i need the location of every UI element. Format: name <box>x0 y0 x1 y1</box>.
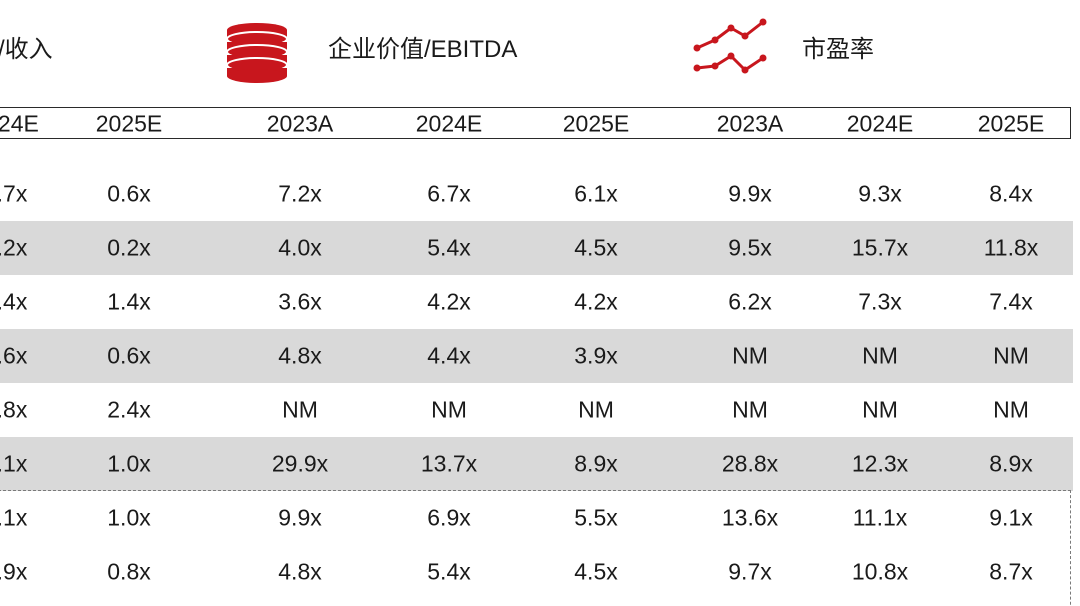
table-cell: 7.2x <box>278 180 322 207</box>
table-cell: NM <box>862 396 898 423</box>
year-label: 2023A <box>266 110 334 137</box>
table-cell: 5.4x <box>427 234 471 261</box>
table-cell: 4.2x <box>574 288 618 315</box>
table-cell: NM <box>993 342 1029 369</box>
table-cell: 11.8x <box>983 234 1039 261</box>
table-cell: 6.2x <box>728 288 772 315</box>
table-cell: 2.4x <box>107 396 151 423</box>
table-cell: .1x <box>0 504 28 531</box>
year-label: 024E <box>0 110 39 137</box>
table-cell: 8.7x <box>989 558 1033 585</box>
table-cell: 0.8x <box>107 558 151 585</box>
table-cell: 11.1x <box>852 504 908 531</box>
metric-title-revenue: /收入 <box>0 36 53 63</box>
table-cell: NM <box>993 396 1029 423</box>
table-cell: 9.1x <box>989 504 1033 531</box>
table-cell: 8.9x <box>989 450 1033 477</box>
table-cell: 15.7x <box>851 234 909 261</box>
table-cell: 4.5x <box>574 234 618 261</box>
table-cell: 3.6x <box>278 288 322 315</box>
table-cell: 0.6x <box>107 342 151 369</box>
table-cell: 4.8x <box>278 342 322 369</box>
table-cell: 10.8x <box>851 558 909 585</box>
year-label: 2024E <box>415 110 483 137</box>
table-cell: .2x <box>0 234 28 261</box>
table-cell: NM <box>732 396 768 423</box>
table-cell: 9.9x <box>728 180 772 207</box>
table-cell: 9.3x <box>858 180 902 207</box>
table-cell: 7.3x <box>858 288 902 315</box>
table-cell: 8.4x <box>989 180 1033 207</box>
table-cell: NM <box>732 342 768 369</box>
table-row <box>0 167 1073 221</box>
table-row <box>0 383 1073 437</box>
year-label: 2025E <box>95 110 163 137</box>
table-row <box>0 221 1073 275</box>
table-cell: 5.5x <box>574 504 618 531</box>
table-cell: .8x <box>0 396 28 423</box>
table-cell: NM <box>282 396 318 423</box>
table-cell: 13.7x <box>420 450 478 477</box>
table-cell: 1.0x <box>107 504 151 531</box>
year-label: 2024E <box>846 110 914 137</box>
table-row <box>0 437 1073 491</box>
year-label: 2025E <box>562 110 630 137</box>
table-cell: 6.7x <box>427 180 471 207</box>
table-cell: 13.6x <box>721 504 779 531</box>
table-cell: 0.6x <box>107 180 151 207</box>
table-cell: 29.9x <box>271 450 329 477</box>
table-cell: 9.5x <box>728 234 772 261</box>
table-cell: .7x <box>0 180 28 207</box>
table-cell: 6.1x <box>574 180 618 207</box>
table-cell: NM <box>431 396 467 423</box>
table-cell: 28.8x <box>721 450 779 477</box>
year-label: 2025E <box>977 110 1045 137</box>
table-cell: NM <box>862 342 898 369</box>
table-cell: .6x <box>0 342 28 369</box>
table-cell: 1.4x <box>107 288 151 315</box>
table-cell: 6.9x <box>427 504 471 531</box>
table-row <box>0 329 1073 383</box>
coin-stack-icon <box>226 23 288 83</box>
summary-dashed-box <box>0 490 1071 606</box>
table-cell: NM <box>578 396 614 423</box>
table-cell: 4.0x <box>278 234 322 261</box>
table-cell: 12.3x <box>851 450 909 477</box>
metric-title-ev-ebitda: 企业价值/EBITDA <box>328 36 518 63</box>
table-cell: 4.4x <box>427 342 471 369</box>
table-cell: .4x <box>0 288 28 315</box>
table-cell: 9.9x <box>278 504 322 531</box>
table-cell: 0.2x <box>107 234 151 261</box>
table-row <box>0 275 1073 329</box>
table-cell: 4.2x <box>427 288 471 315</box>
year-header-bar <box>0 107 1071 139</box>
table-cell: 4.8x <box>278 558 322 585</box>
table-cell: 7.4x <box>989 288 1033 315</box>
table-cell: 8.9x <box>574 450 618 477</box>
table-cell: .9x <box>0 558 28 585</box>
metric-title-pe: 市盈率 <box>802 36 874 63</box>
line-trend-icon <box>693 18 767 74</box>
table-cell: 1.0x <box>107 450 151 477</box>
table-cell: 5.4x <box>427 558 471 585</box>
year-label: 2023A <box>716 110 784 137</box>
table-cell: .1x <box>0 450 28 477</box>
table-cell: 4.5x <box>574 558 618 585</box>
table-cell: 3.9x <box>574 342 618 369</box>
table-cell: 9.7x <box>728 558 772 585</box>
